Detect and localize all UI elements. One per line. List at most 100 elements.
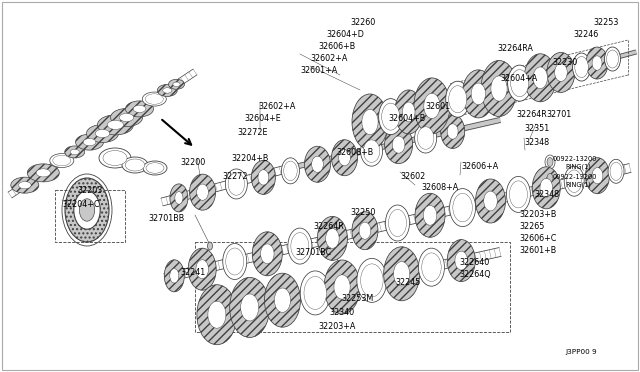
Ellipse shape (415, 193, 445, 237)
Ellipse shape (76, 134, 104, 150)
Text: 32265: 32265 (519, 222, 545, 231)
Ellipse shape (545, 171, 555, 185)
Ellipse shape (592, 56, 602, 70)
Text: 32253: 32253 (593, 18, 618, 27)
Text: 32601+B: 32601+B (519, 246, 556, 255)
Ellipse shape (476, 179, 506, 223)
Text: 32203: 32203 (77, 186, 102, 195)
Text: 32608+A: 32608+A (421, 183, 458, 192)
Text: 32204+C: 32204+C (62, 200, 99, 209)
Ellipse shape (379, 99, 403, 135)
Ellipse shape (125, 101, 154, 117)
Ellipse shape (170, 269, 179, 283)
Ellipse shape (133, 105, 146, 112)
Ellipse shape (53, 155, 71, 166)
Text: 32204+B: 32204+B (231, 154, 268, 163)
Bar (195, 242, 510, 332)
Ellipse shape (196, 260, 209, 279)
Ellipse shape (385, 126, 413, 164)
Ellipse shape (360, 136, 383, 166)
Ellipse shape (395, 90, 422, 134)
Ellipse shape (252, 232, 282, 276)
Text: 32604+E: 32604+E (244, 114, 281, 123)
Text: 32608+B: 32608+B (336, 148, 373, 157)
Ellipse shape (175, 192, 183, 204)
Ellipse shape (157, 84, 177, 96)
Ellipse shape (555, 63, 567, 81)
Ellipse shape (509, 181, 527, 208)
Ellipse shape (385, 205, 410, 241)
Text: 32351: 32351 (524, 124, 549, 133)
Ellipse shape (300, 271, 330, 315)
Ellipse shape (337, 268, 342, 276)
Text: 32601+A: 32601+A (300, 66, 337, 75)
Ellipse shape (226, 248, 244, 275)
Ellipse shape (449, 189, 476, 227)
Ellipse shape (403, 102, 415, 122)
Ellipse shape (547, 173, 553, 183)
Ellipse shape (188, 248, 216, 290)
Ellipse shape (462, 70, 494, 118)
Ellipse shape (423, 205, 436, 225)
Ellipse shape (592, 168, 603, 184)
Ellipse shape (447, 240, 476, 282)
Ellipse shape (564, 166, 584, 196)
Ellipse shape (168, 79, 184, 89)
Ellipse shape (455, 251, 468, 270)
Ellipse shape (164, 260, 184, 292)
Ellipse shape (547, 52, 575, 92)
Ellipse shape (95, 129, 109, 138)
Ellipse shape (414, 78, 450, 134)
Ellipse shape (417, 127, 434, 149)
Ellipse shape (586, 158, 609, 194)
Text: 32348: 32348 (524, 138, 549, 147)
Ellipse shape (189, 174, 216, 210)
Ellipse shape (288, 228, 312, 264)
Text: 32250: 32250 (350, 208, 376, 217)
Ellipse shape (142, 92, 166, 106)
Ellipse shape (419, 248, 444, 286)
Text: 00922-13200: 00922-13200 (553, 174, 598, 180)
Ellipse shape (11, 177, 39, 193)
Text: 32604+A: 32604+A (500, 74, 537, 83)
Ellipse shape (163, 88, 172, 93)
Text: 32606+A: 32606+A (461, 162, 499, 171)
Ellipse shape (573, 53, 591, 81)
Text: RING(1): RING(1) (565, 182, 591, 189)
Text: RING(1): RING(1) (565, 164, 591, 170)
Ellipse shape (173, 82, 180, 87)
Text: J3PP00 9: J3PP00 9 (565, 349, 596, 355)
Ellipse shape (422, 253, 441, 282)
Ellipse shape (471, 83, 486, 105)
Ellipse shape (441, 115, 465, 148)
Ellipse shape (532, 167, 560, 209)
Ellipse shape (447, 124, 458, 139)
Ellipse shape (223, 244, 247, 279)
Ellipse shape (388, 209, 406, 237)
Ellipse shape (362, 109, 378, 135)
Text: 32200: 32200 (180, 158, 205, 167)
Ellipse shape (445, 81, 470, 117)
Ellipse shape (415, 123, 436, 153)
Ellipse shape (312, 156, 323, 172)
Ellipse shape (524, 54, 556, 102)
Text: 00922-13200: 00922-13200 (553, 156, 598, 162)
Ellipse shape (241, 294, 259, 321)
Text: 32264RA: 32264RA (497, 44, 533, 53)
Text: 32348: 32348 (534, 190, 559, 199)
Ellipse shape (111, 109, 143, 126)
Text: 32203+A: 32203+A (318, 322, 355, 331)
Ellipse shape (540, 178, 552, 197)
Ellipse shape (282, 158, 300, 184)
Ellipse shape (207, 242, 212, 250)
Ellipse shape (67, 206, 77, 222)
Ellipse shape (252, 160, 275, 195)
Ellipse shape (381, 103, 399, 130)
Ellipse shape (326, 228, 339, 248)
Ellipse shape (424, 93, 440, 119)
Ellipse shape (258, 170, 269, 185)
Ellipse shape (197, 285, 237, 345)
Text: 322640: 322640 (459, 258, 489, 267)
Ellipse shape (146, 163, 164, 173)
Ellipse shape (291, 232, 309, 260)
